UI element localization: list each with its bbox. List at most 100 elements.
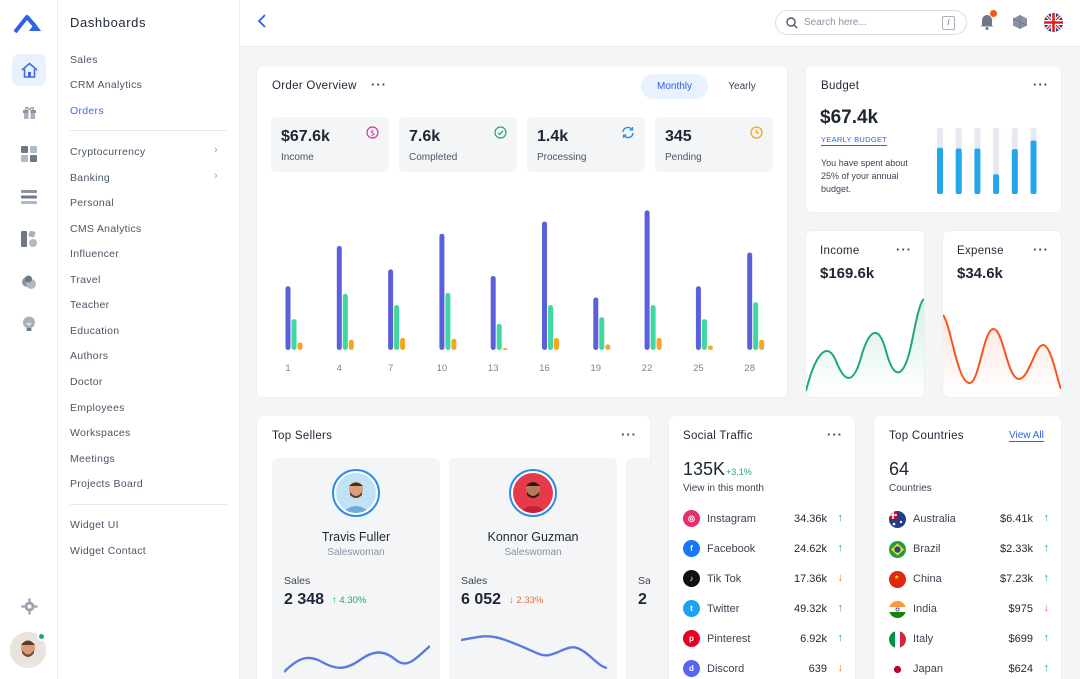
country-row[interactable]: Japan $624 ↑: [889, 659, 1049, 679]
menu-item-orders[interactable]: Orders: [70, 105, 104, 117]
view-all-link[interactable]: View All: [1009, 430, 1044, 442]
more-icon[interactable]: ···: [1033, 77, 1049, 92]
budget-bar-fill: [955, 148, 962, 194]
lightbulb-icon[interactable]: [12, 308, 46, 340]
countries-subtitle: Countries: [889, 483, 932, 494]
menu-item-authors[interactable]: Authors: [70, 350, 109, 362]
menu-item-travel[interactable]: Travel: [70, 274, 101, 286]
seller-card[interactable]: Konnor Guzman Saleswoman Sales 6 052 ↓ 2…: [449, 458, 617, 679]
menu-item-widget-contact[interactable]: Widget Contact: [70, 545, 146, 557]
budget-bar-fill: [1030, 140, 1037, 194]
menu-item-projects-board[interactable]: Projects Board: [70, 478, 144, 490]
bar-series-2: [701, 319, 707, 350]
home-icon[interactable]: [12, 54, 46, 86]
menu-item-teacher[interactable]: Teacher: [70, 299, 110, 311]
budget-tag[interactable]: YEARLY BUDGET: [821, 135, 888, 146]
seller-role: Saleswoman: [504, 547, 562, 558]
x-tick-label: 4: [337, 363, 342, 374]
menu-item-employees[interactable]: Employees: [70, 402, 125, 414]
country-row[interactable]: Australia $6.41k ↑: [889, 509, 1049, 529]
tab-yearly[interactable]: Yearly: [728, 81, 756, 92]
grid-icon[interactable]: [12, 138, 46, 170]
arrow-up-icon: ↑: [837, 512, 844, 524]
menu-divider: [70, 504, 227, 505]
facebook-icon: f: [683, 540, 700, 557]
app-logo[interactable]: [13, 14, 44, 34]
country-row[interactable]: India $975 ↓: [889, 599, 1049, 619]
seller-name: Travis Fuller: [321, 530, 391, 544]
stat-processing: 1.4k Processing: [527, 117, 645, 172]
seller-card[interactable]: Sa 2: [626, 458, 650, 679]
sales-value: 6 052: [461, 591, 502, 608]
social-value: 639: [808, 663, 827, 675]
gift-icon[interactable]: [12, 96, 46, 128]
more-icon[interactable]: ···: [896, 242, 912, 257]
clock-icon: [750, 126, 763, 139]
back-chevron-icon[interactable]: [257, 13, 267, 34]
more-icon[interactable]: ···: [621, 427, 637, 442]
arrow-up-icon: ↑: [837, 602, 844, 614]
social-row[interactable]: d Discord 639 ↓: [683, 659, 843, 679]
sales-change-value: 2.33%: [516, 595, 544, 606]
country-name: Australia: [913, 513, 956, 525]
users-icon[interactable]: [12, 266, 46, 298]
menu-item-influencer[interactable]: Influencer: [70, 248, 120, 260]
twitter-icon: t: [683, 600, 700, 617]
social-row[interactable]: t Twitter 49.32k ↑: [683, 599, 843, 619]
settings-icon[interactable]: [12, 590, 46, 622]
italy-flag-icon: [889, 631, 906, 648]
chevron-right-icon[interactable]: ›: [214, 170, 218, 182]
bar-series-3: [348, 339, 354, 350]
bell-icon[interactable]: [980, 10, 997, 35]
menu-item-crm-analytics[interactable]: CRM Analytics: [70, 79, 143, 91]
menu-item-meetings[interactable]: Meetings: [70, 453, 116, 465]
more-icon[interactable]: ···: [371, 77, 387, 92]
search-box[interactable]: Search here... /: [775, 10, 967, 35]
country-name: China: [913, 573, 942, 585]
menu-item-widget-ui[interactable]: Widget UI: [70, 519, 119, 531]
social-row[interactable]: ♪ Tik Tok 17.36k ↓: [683, 569, 843, 589]
top-bar: Search here... /: [240, 0, 1080, 47]
social-row[interactable]: p Pinterest 6.92k ↑: [683, 629, 843, 649]
country-row[interactable]: Italy $699 ↑: [889, 629, 1049, 649]
menu-item-doctor[interactable]: Doctor: [70, 376, 103, 388]
income-sparkline: [806, 298, 924, 397]
menu-item-banking[interactable]: Banking: [70, 172, 111, 184]
notification-dot: [990, 10, 997, 17]
layers-icon[interactable]: [12, 181, 46, 213]
cube-icon[interactable]: [1012, 14, 1028, 35]
uk-flag-icon[interactable]: [1044, 13, 1063, 32]
seller-sparkline: [461, 635, 607, 670]
bar-series-3: [502, 348, 508, 350]
x-tick-label: 25: [693, 363, 704, 374]
svg-text:★: ★: [894, 574, 899, 581]
country-name: India: [913, 603, 937, 615]
menu-item-personal[interactable]: Personal: [70, 197, 114, 209]
top-sellers-title: Top Sellers: [272, 430, 333, 442]
tab-monthly[interactable]: Monthly: [641, 74, 708, 99]
menu-item-cms-analytics[interactable]: CMS Analytics: [70, 223, 142, 235]
more-icon[interactable]: ···: [827, 427, 843, 442]
apps-icon[interactable]: [12, 223, 46, 255]
bar-series-3: [297, 342, 303, 350]
chevron-right-icon[interactable]: ›: [214, 144, 218, 156]
x-tick-label: 22: [642, 363, 653, 374]
country-row[interactable]: Brazil $2.33k ↑: [889, 539, 1049, 559]
country-row[interactable]: ★ China $7.23k ↑: [889, 569, 1049, 589]
seller-card[interactable]: Travis Fuller Saleswoman Sales 2 348 ↑ 4…: [272, 458, 440, 679]
stat-value: $67.6k: [281, 128, 330, 145]
social-row[interactable]: ◎ Instagram 34.36k ↑: [683, 509, 843, 529]
x-tick-label: 10: [437, 363, 448, 374]
arrow-up-icon: ↑: [1043, 632, 1050, 644]
more-icon[interactable]: ···: [1033, 242, 1049, 257]
bar-series-2: [599, 317, 605, 350]
menu-item-sales[interactable]: Sales: [70, 54, 98, 66]
social-value: 17.36k: [793, 573, 827, 585]
arrow-down-icon: ↓: [837, 662, 844, 674]
menu-item-workspaces[interactable]: Workspaces: [70, 427, 131, 439]
social-row[interactable]: f Facebook 24.62k ↑: [683, 539, 843, 559]
menu-item-cryptocurrency[interactable]: Cryptocurrency: [70, 146, 146, 158]
bar-series-2: [650, 305, 656, 350]
menu-item-education[interactable]: Education: [70, 325, 120, 337]
stat-label: Pending: [665, 152, 702, 163]
